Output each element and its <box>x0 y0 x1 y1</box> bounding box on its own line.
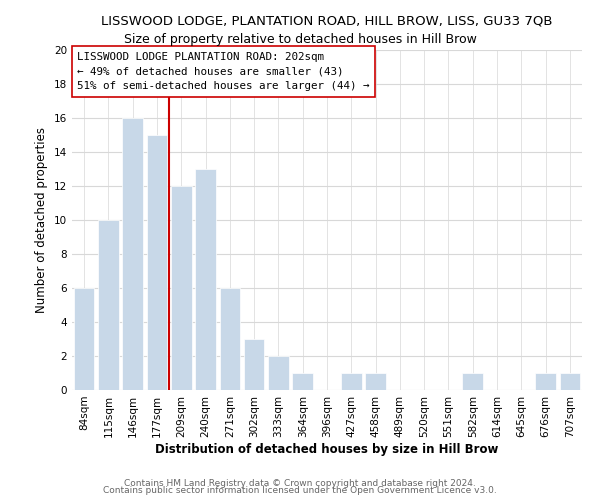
Y-axis label: Number of detached properties: Number of detached properties <box>35 127 49 313</box>
Bar <box>244 339 265 390</box>
Bar <box>98 220 119 390</box>
Text: Size of property relative to detached houses in Hill Brow: Size of property relative to detached ho… <box>124 32 476 46</box>
Text: Contains public sector information licensed under the Open Government Licence v3: Contains public sector information licen… <box>103 486 497 495</box>
X-axis label: Distribution of detached houses by size in Hill Brow: Distribution of detached houses by size … <box>155 442 499 456</box>
Bar <box>195 169 216 390</box>
Bar <box>292 373 313 390</box>
Bar <box>146 135 167 390</box>
Text: LISSWOOD LODGE PLANTATION ROAD: 202sqm
← 49% of detached houses are smaller (43): LISSWOOD LODGE PLANTATION ROAD: 202sqm ←… <box>77 52 370 92</box>
Bar <box>535 373 556 390</box>
Title: LISSWOOD LODGE, PLANTATION ROAD, HILL BROW, LISS, GU33 7QB: LISSWOOD LODGE, PLANTATION ROAD, HILL BR… <box>101 15 553 28</box>
Text: Contains HM Land Registry data © Crown copyright and database right 2024.: Contains HM Land Registry data © Crown c… <box>124 478 476 488</box>
Bar <box>560 373 580 390</box>
Bar <box>463 373 483 390</box>
Bar <box>268 356 289 390</box>
Bar <box>122 118 143 390</box>
Bar <box>365 373 386 390</box>
Bar <box>74 288 94 390</box>
Bar <box>171 186 191 390</box>
Bar <box>220 288 240 390</box>
Bar <box>341 373 362 390</box>
